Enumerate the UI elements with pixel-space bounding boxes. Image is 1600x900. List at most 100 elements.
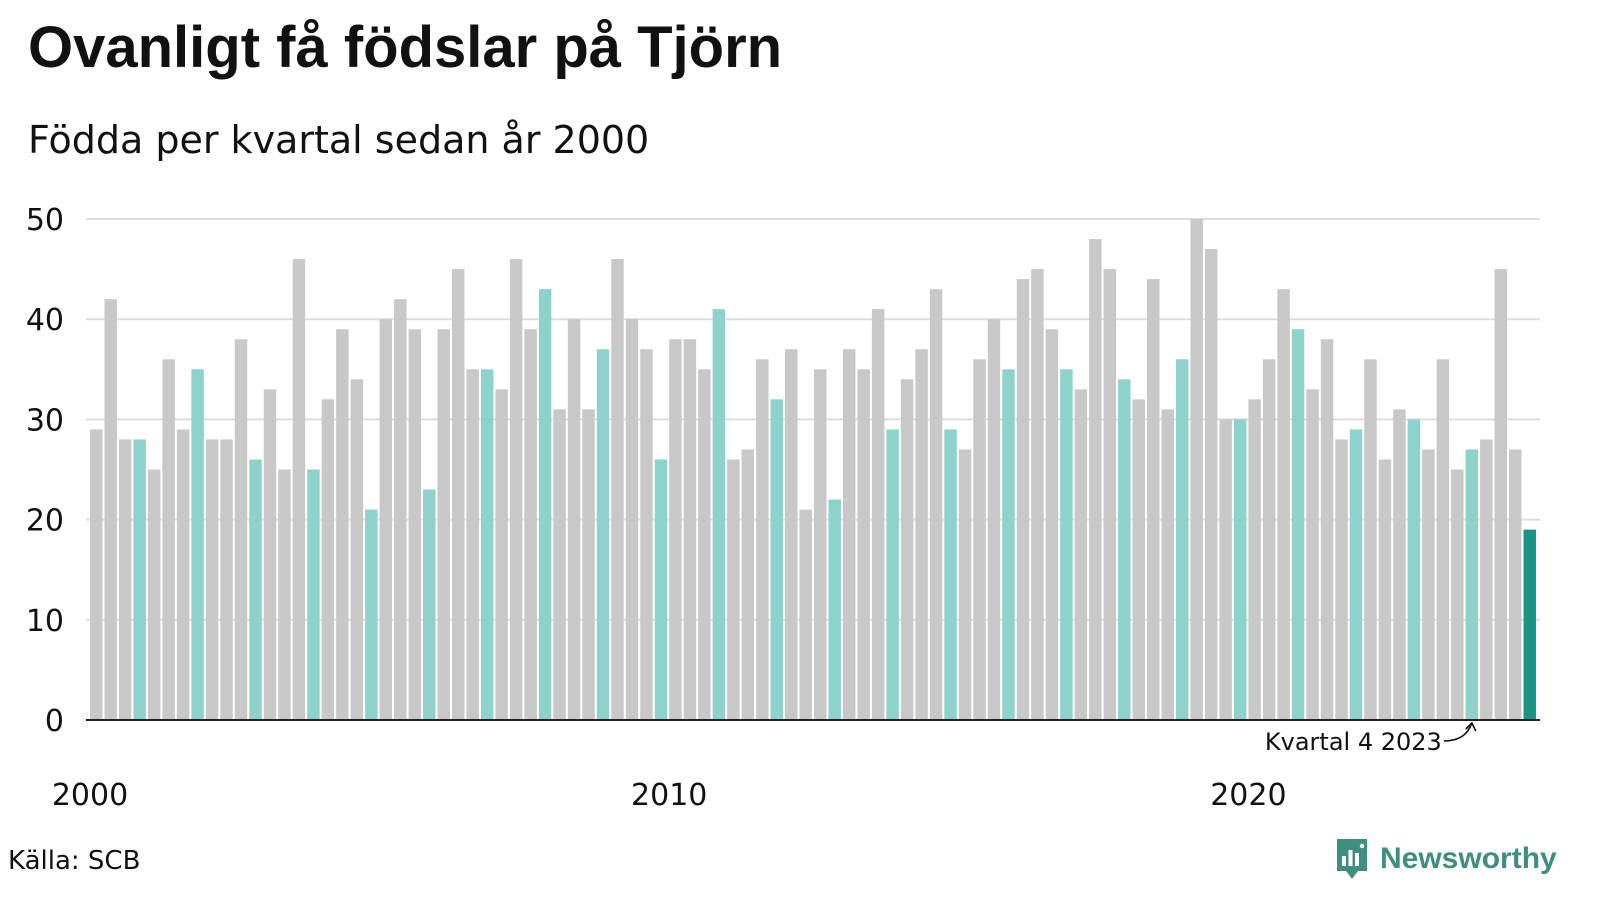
bar-series: [90, 219, 1536, 721]
bar: [973, 359, 986, 720]
bar: [104, 299, 117, 720]
bar: [1219, 419, 1232, 720]
bar: [871, 309, 885, 720]
y-tick-label: 20: [26, 504, 64, 539]
bar: [379, 319, 393, 720]
bar: [118, 439, 132, 720]
bar: [1147, 279, 1160, 720]
bar: [1335, 439, 1348, 720]
newsworthy-logo-icon: [1337, 839, 1367, 879]
bar: [1016, 279, 1030, 720]
bar: [596, 349, 610, 720]
chart-title: Ovanligt få födslar på Tjörn: [28, 15, 783, 80]
bar: [1393, 409, 1406, 720]
bar: [1306, 389, 1319, 720]
brand-name: Newsworthy: [1380, 842, 1557, 875]
bar: [350, 379, 364, 720]
bar: [408, 329, 422, 720]
bar: [1103, 269, 1117, 720]
bar: [176, 429, 190, 720]
source-note: Källa: SCB: [8, 846, 141, 876]
annotation: Kvartal 4 2023: [1265, 721, 1477, 756]
bar: [394, 299, 407, 720]
bar: [90, 429, 103, 720]
bar: [1089, 239, 1102, 721]
bar: [321, 399, 335, 720]
bar: [1523, 529, 1536, 720]
bar: [1262, 359, 1276, 720]
bar: [698, 369, 711, 720]
bar: [553, 409, 566, 720]
bar: [915, 349, 928, 720]
bar: [437, 329, 450, 720]
brand-logo: Newsworthy: [1334, 836, 1557, 882]
bar: [756, 359, 769, 720]
bar: [625, 319, 639, 720]
x-tick-label: 2000: [52, 778, 128, 813]
bar: [538, 289, 552, 720]
bar: [1378, 459, 1392, 720]
bar: [886, 429, 899, 720]
bar: [1465, 449, 1479, 720]
bar: [234, 339, 248, 720]
bar: [1364, 359, 1377, 720]
bar: [1320, 339, 1334, 720]
bar: [1291, 329, 1305, 720]
bar: [1451, 469, 1464, 720]
y-tick-label: 40: [26, 303, 64, 338]
bar: [263, 389, 277, 720]
bar: [669, 339, 682, 720]
bar: [1248, 399, 1261, 720]
bar: [147, 469, 161, 720]
bar: [336, 329, 349, 720]
bar: [1118, 379, 1131, 720]
bar: [466, 369, 479, 720]
bar: [727, 459, 740, 720]
chart-subtitle: Födda per kvartal sedan år 2000: [28, 118, 650, 162]
bar: [249, 459, 262, 720]
bar: [582, 409, 595, 720]
bar: [1161, 409, 1174, 720]
bar: [929, 289, 943, 720]
bar: [307, 469, 320, 720]
bar: [1422, 449, 1435, 720]
bar: [480, 369, 494, 720]
y-tick-label: 0: [45, 704, 64, 739]
bar: [1002, 369, 1015, 720]
bar: [1509, 449, 1522, 720]
bar: [1494, 269, 1508, 720]
bar: [683, 339, 697, 720]
bar: [814, 369, 827, 720]
x-tick-label: 2020: [1210, 778, 1286, 813]
bar: [423, 489, 436, 720]
bar: [842, 349, 856, 720]
bar: [1480, 439, 1493, 720]
bar: [509, 259, 523, 720]
bar: [1176, 359, 1189, 720]
bar: [133, 439, 146, 720]
bar: [944, 429, 957, 720]
bar: [1045, 329, 1059, 720]
bar: [567, 319, 581, 720]
y-axis-tick-labels: 0 10 20 30 40 50: [26, 203, 64, 739]
bar: [162, 359, 175, 720]
bar: [1407, 419, 1421, 720]
annotation-label: Kvartal 4 2023: [1265, 728, 1442, 756]
bar: [654, 459, 668, 720]
bar: [278, 469, 291, 720]
bar: [1060, 369, 1073, 720]
bar: [611, 259, 624, 720]
bar: [770, 399, 784, 720]
bar: [828, 499, 841, 720]
bar: [292, 259, 306, 720]
bar: [857, 369, 870, 720]
bar: [1277, 289, 1290, 720]
x-tick-label: 2010: [631, 778, 707, 813]
y-tick-label: 10: [26, 604, 64, 639]
y-tick-label: 30: [26, 403, 64, 438]
bar: [1031, 269, 1044, 720]
bar: [640, 349, 653, 720]
bar: [1132, 399, 1146, 720]
bar: [524, 329, 537, 720]
